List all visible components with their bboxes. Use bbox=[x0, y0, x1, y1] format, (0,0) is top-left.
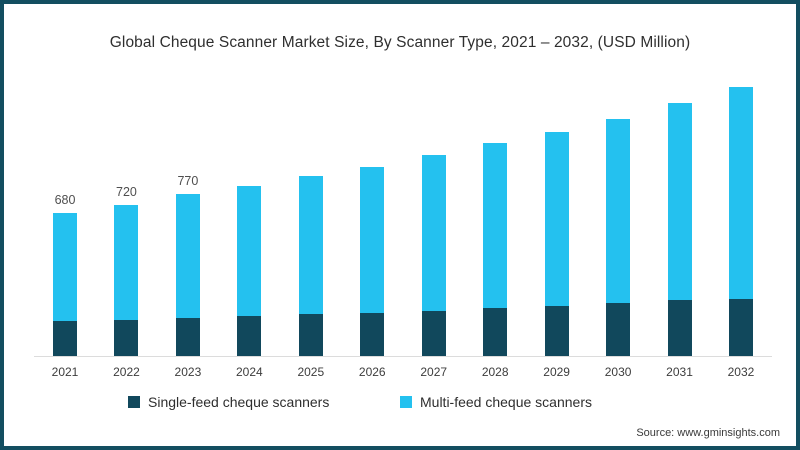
multi-feed-segment bbox=[544, 132, 569, 306]
multi-feed-segment bbox=[728, 87, 753, 299]
x-axis-line bbox=[34, 356, 772, 357]
multi-feed-segment bbox=[360, 167, 385, 313]
legend: Single-feed cheque scanners Multi-feed c… bbox=[4, 394, 796, 414]
single-feed-segment bbox=[606, 303, 631, 356]
x-axis-year-label: 2024 bbox=[236, 365, 263, 379]
single-feed-segment bbox=[114, 320, 139, 356]
bar-column: 2026 bbox=[359, 76, 386, 379]
x-axis-year-label: 2025 bbox=[297, 365, 325, 379]
multi-feed-segment bbox=[114, 205, 139, 320]
single-feed-segment bbox=[360, 313, 385, 356]
bar-column: 720 2022 bbox=[113, 76, 140, 379]
x-axis-year-label: 2022 bbox=[113, 365, 140, 379]
x-axis-year-label: 2027 bbox=[420, 365, 448, 379]
bar-column: 2031 bbox=[666, 76, 693, 379]
x-axis-year-label: 2028 bbox=[481, 365, 509, 379]
single-feed-segment bbox=[544, 306, 569, 356]
bar-column: 2025 bbox=[297, 76, 324, 379]
x-axis-year-label: 2029 bbox=[543, 365, 570, 379]
legend-item-single-feed: Single-feed cheque scanners bbox=[128, 394, 329, 410]
bar-column: 680 2021 bbox=[52, 76, 79, 379]
multi-feed-swatch-icon bbox=[400, 396, 412, 408]
multi-feed-segment bbox=[667, 103, 692, 300]
bar-column: 2032 bbox=[728, 76, 754, 379]
multi-feed-segment bbox=[237, 186, 262, 316]
x-axis-year-label: 2023 bbox=[174, 365, 202, 379]
single-feed-segment bbox=[175, 318, 200, 356]
chart-title: Global Cheque Scanner Market Size, By Sc… bbox=[109, 34, 691, 51]
x-axis-year-label: 2032 bbox=[727, 365, 755, 379]
single-feed-segment bbox=[483, 308, 508, 356]
single-feed-segment bbox=[667, 300, 692, 356]
bar-column: 770 2023 bbox=[175, 76, 202, 379]
multi-feed-segment bbox=[606, 119, 631, 303]
bar-value-label: 770 bbox=[177, 174, 199, 188]
x-axis-year-label: 2031 bbox=[666, 365, 693, 379]
bar-column: 2028 bbox=[482, 76, 509, 379]
bar-value-label: 680 bbox=[54, 193, 76, 207]
multi-feed-segment bbox=[483, 143, 508, 308]
multi-feed-segment bbox=[298, 176, 323, 314]
single-feed-segment bbox=[53, 321, 77, 356]
x-axis-year-label: 2021 bbox=[51, 365, 79, 379]
bar-column: 2027 bbox=[420, 76, 447, 379]
legend-item-multi-feed: Multi-feed cheque scanners bbox=[400, 394, 592, 410]
legend-label-multi-feed: Multi-feed cheque scanners bbox=[420, 394, 592, 410]
bars-container: 680 2021 720 2022 770 2023 2024 2025 2026 2027 202… bbox=[52, 76, 754, 379]
single-feed-segment bbox=[728, 299, 753, 356]
single-feed-segment bbox=[298, 314, 323, 356]
x-axis-year-label: 2030 bbox=[604, 365, 632, 379]
bar-column: 2029 bbox=[543, 76, 570, 379]
source-text: Source: www.gminsights.com bbox=[636, 427, 780, 439]
single-feed-segment bbox=[421, 311, 446, 356]
bar-value-label: 720 bbox=[116, 185, 137, 199]
single-feed-segment bbox=[237, 316, 262, 356]
legend-label-single-feed: Single-feed cheque scanners bbox=[148, 394, 330, 410]
bar-column: 2024 bbox=[236, 76, 263, 379]
multi-feed-segment bbox=[175, 194, 200, 318]
multi-feed-segment bbox=[53, 213, 77, 321]
x-axis-year-label: 2026 bbox=[358, 365, 386, 379]
single-feed-swatch-icon bbox=[128, 396, 140, 408]
multi-feed-segment bbox=[421, 155, 446, 311]
bar-column: 2030 bbox=[605, 76, 631, 379]
